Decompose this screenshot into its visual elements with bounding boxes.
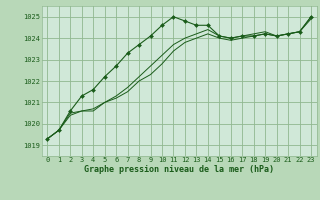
X-axis label: Graphe pression niveau de la mer (hPa): Graphe pression niveau de la mer (hPa) [84,165,274,174]
